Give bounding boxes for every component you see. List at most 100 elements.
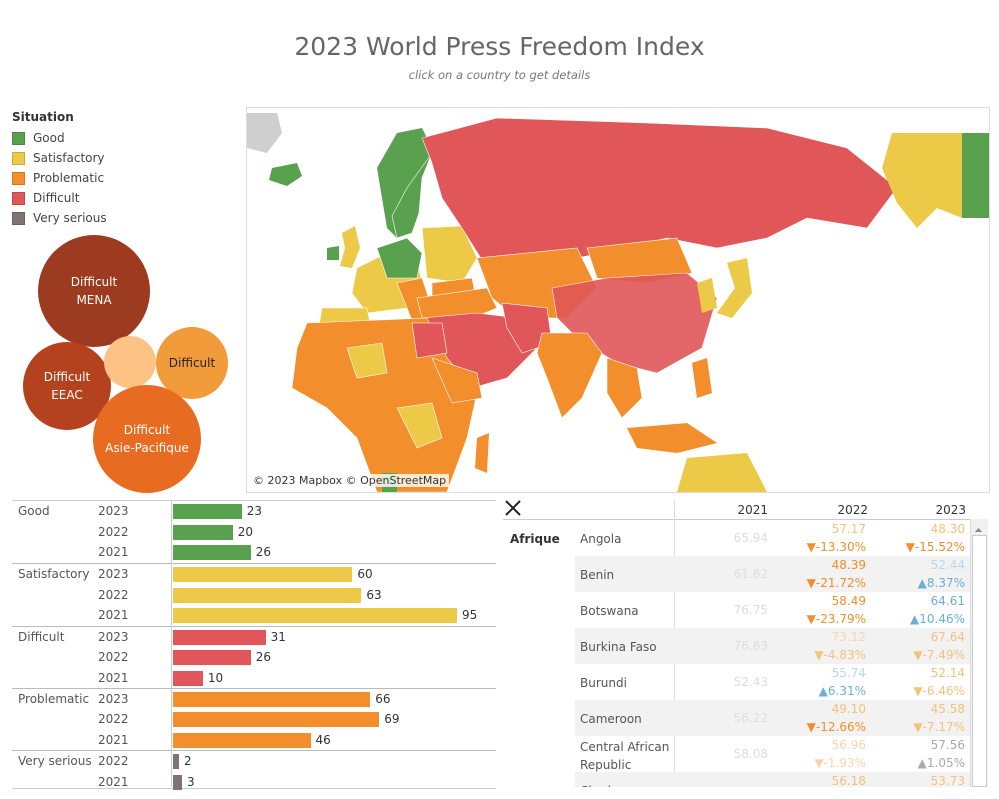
bar-year: 2022 xyxy=(98,650,129,665)
bar-group-label: Good xyxy=(18,504,50,518)
country-name[interactable]: Chad xyxy=(580,782,611,787)
legend-swatch xyxy=(12,131,25,145)
map-attribution: © 2023 Mapbox © OpenStreetMap xyxy=(250,474,450,487)
region-label: Afrique xyxy=(510,532,560,546)
bar[interactable] xyxy=(173,567,353,583)
legend-item-difficult[interactable]: Difficult xyxy=(12,188,107,208)
bar-group: Difficult 2023 31 2022 26 2021 10 xyxy=(12,625,496,689)
change-2023: ▼-6.46% xyxy=(913,684,965,698)
bar[interactable] xyxy=(173,608,457,624)
value-2023: 52.14 xyxy=(930,666,965,680)
bar-row[interactable]: 2022 63 xyxy=(12,585,496,605)
bar-year: 2022 xyxy=(98,712,129,727)
column-header-2023: 2023 xyxy=(935,503,966,517)
legend-item-satisfactory[interactable]: Satisfactory xyxy=(12,148,107,168)
bar-group: Satisfactory 2023 60 2022 63 2021 95 xyxy=(12,563,496,626)
bar[interactable] xyxy=(173,774,182,790)
scroll-up-arrow-icon[interactable] xyxy=(972,521,985,533)
bar[interactable] xyxy=(173,524,233,540)
bar-value: 31 xyxy=(270,629,286,644)
bar-year: 2023 xyxy=(98,691,129,706)
bar[interactable] xyxy=(173,504,242,519)
bar-group-label: Satisfactory xyxy=(18,567,90,582)
bar-row[interactable]: 2023 23 xyxy=(12,501,496,521)
bar-year: 2021 xyxy=(98,733,129,748)
country-name[interactable]: Cameroon xyxy=(580,712,642,726)
legend-item-problematic[interactable]: Problematic xyxy=(12,168,107,188)
bubble-line1: Difficult xyxy=(168,356,216,370)
bubble-unlabeled[interactable] xyxy=(104,336,156,388)
bar[interactable] xyxy=(173,650,251,666)
bar-row[interactable]: 2023 31 xyxy=(12,627,496,647)
country-name[interactable]: Benin xyxy=(580,568,615,582)
bar[interactable] xyxy=(173,712,380,728)
value-2023: 64.61 xyxy=(930,594,965,608)
bubble-difficult-asie-pacifique[interactable]: Difficult Asie-Pacifique xyxy=(93,385,201,493)
bar-row[interactable]: 2021 26 xyxy=(12,542,496,562)
bar-value: 60 xyxy=(357,567,373,582)
value-2022: 57.17 xyxy=(831,522,866,536)
bubble-difficult-mena[interactable]: Difficult MENA xyxy=(38,235,150,347)
value-2023: 67.64 xyxy=(930,630,965,644)
value-2021: 52.43 xyxy=(733,675,768,689)
row-stripe xyxy=(575,556,970,592)
value-2021: 76.75 xyxy=(733,603,768,617)
bar[interactable] xyxy=(173,545,251,561)
change-2023: ▲1.05% xyxy=(917,756,965,770)
bubble-line1: Difficult xyxy=(43,370,91,384)
bar-row[interactable]: 2021 46 xyxy=(12,730,496,750)
bar[interactable] xyxy=(173,733,311,749)
change-2022: ▼-23.79% xyxy=(806,612,866,626)
bar-row[interactable]: 2021 95 xyxy=(12,605,496,625)
bar[interactable] xyxy=(173,629,266,645)
bar-row[interactable]: 2022 20 xyxy=(12,522,496,542)
situation-legend: Situation Good Satisfactory Problematic … xyxy=(12,110,107,228)
bar-value: 66 xyxy=(375,691,391,706)
country-name[interactable]: Burundi xyxy=(580,676,627,690)
bar-year: 2022 xyxy=(98,524,129,539)
bar[interactable] xyxy=(173,670,203,686)
scrollbar-thumb[interactable] xyxy=(972,535,987,787)
value-2022: 56.18 xyxy=(831,774,866,787)
bubble-difficult[interactable]: Difficult xyxy=(156,327,228,399)
row-stripe xyxy=(575,700,970,736)
bar-year: 2023 xyxy=(98,629,129,644)
country-name[interactable]: Burkina Faso xyxy=(580,640,657,654)
close-icon[interactable] xyxy=(503,498,523,518)
country-name[interactable]: Botswana xyxy=(580,604,639,618)
value-2022: 58.49 xyxy=(831,594,866,608)
bar-row[interactable]: 2023 60 xyxy=(12,564,496,584)
bar-row[interactable]: 2021 3 xyxy=(12,772,496,792)
legend-item-good[interactable]: Good xyxy=(12,128,107,148)
bar-row[interactable]: 2023 66 xyxy=(12,689,496,709)
bar-row[interactable]: 2021 10 xyxy=(12,668,496,688)
change-2022: ▲6.31% xyxy=(818,684,866,698)
change-2023: ▼-15.52% xyxy=(905,540,965,554)
value-2023: 52.44 xyxy=(930,558,965,572)
value-2023: 45.58 xyxy=(930,702,965,716)
column-header-2022: 2022 xyxy=(837,503,868,517)
country-name[interactable]: Angola xyxy=(580,532,622,546)
legend-item-very-serious[interactable]: Very serious xyxy=(12,208,107,228)
bar-year: 2021 xyxy=(98,670,129,685)
country-name[interactable]: Central African Republic xyxy=(580,740,670,772)
bar-year: 2021 xyxy=(98,608,129,623)
legend-label: Difficult xyxy=(33,191,80,205)
bubble-difficult-eeac[interactable]: Difficult EEAC xyxy=(23,342,111,430)
change-2022: ▼-4.83% xyxy=(814,648,866,662)
legend-label: Problematic xyxy=(33,171,105,185)
bar-group-label: Problematic xyxy=(18,691,90,706)
column-header-2021: 2021 xyxy=(737,503,768,517)
bubble-line2: Asie-Pacifique xyxy=(105,441,189,455)
bar-row[interactable]: 2022 2 xyxy=(12,751,496,771)
bar[interactable] xyxy=(173,754,179,770)
world-map[interactable] xyxy=(246,107,990,493)
bar[interactable] xyxy=(173,587,362,603)
bar-row[interactable]: 2022 69 xyxy=(12,709,496,729)
bar-year: 2023 xyxy=(98,504,129,518)
bar-year: 2022 xyxy=(98,754,129,769)
bar[interactable] xyxy=(173,691,371,707)
bar-row[interactable]: 2022 26 xyxy=(12,647,496,667)
change-2023: ▼-7.49% xyxy=(913,648,965,662)
